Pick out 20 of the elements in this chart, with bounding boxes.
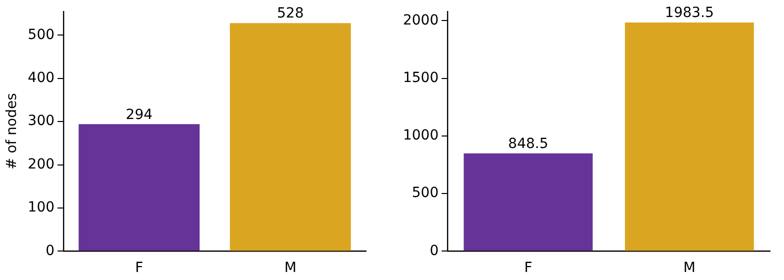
y-tick-label: 200	[28, 156, 55, 172]
y-tick-label: 400	[28, 70, 55, 86]
y-axis-title: # of nodes	[4, 93, 20, 170]
data-label: 528	[277, 6, 304, 22]
y-tick-label: 500	[28, 26, 55, 43]
y-tick-label: 1500	[402, 70, 439, 86]
data-label: 1983.5	[664, 5, 714, 22]
y-tick-label: 0	[46, 242, 55, 259]
y-tick-label: 0	[430, 242, 439, 259]
x-tick-label: M	[683, 260, 696, 276]
x-tick-label: F	[524, 260, 532, 276]
x-tick-label: M	[284, 260, 296, 276]
x-tick-label: F	[135, 260, 144, 276]
data-label: 848.5	[508, 136, 548, 152]
data-label: 294	[126, 106, 153, 123]
y-tick-label: 1000	[402, 128, 439, 144]
y-tick-label: 2000	[402, 12, 439, 28]
y-tick-label: 300	[28, 113, 55, 130]
y-tick-label: 100	[28, 200, 55, 216]
y-tick-label: 500	[412, 185, 439, 202]
